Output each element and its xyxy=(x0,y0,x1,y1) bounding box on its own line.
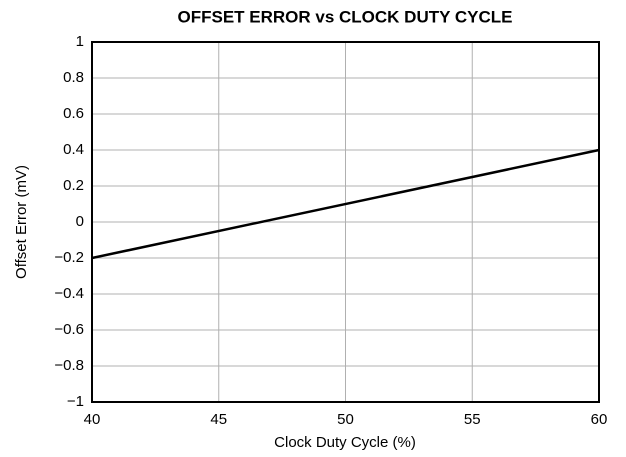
y-tick-label: 0 xyxy=(76,213,84,230)
x-tick-label: 40 xyxy=(84,411,101,428)
y-tick-label: −0.2 xyxy=(54,249,84,266)
x-tick-label: 60 xyxy=(591,411,608,428)
y-tick-label: 0.8 xyxy=(63,69,84,86)
y-tick-label: 1 xyxy=(76,33,84,50)
y-tick-label: 0.6 xyxy=(63,105,84,122)
x-tick-label: 45 xyxy=(210,411,227,428)
y-axis-label: Offset Error (mV) xyxy=(13,165,30,279)
y-tick-label: −1 xyxy=(67,393,84,410)
x-tick-label: 55 xyxy=(464,411,481,428)
x-axis-label: Clock Duty Cycle (%) xyxy=(274,434,416,451)
y-tick-label: −0.4 xyxy=(54,285,84,302)
y-tick-label: −0.8 xyxy=(54,357,84,374)
y-tick-label: 0.4 xyxy=(63,141,84,158)
x-tick-label: 50 xyxy=(337,411,354,428)
y-tick-label: −0.6 xyxy=(54,321,84,338)
data-line xyxy=(91,148,600,260)
plot-frame xyxy=(91,41,600,403)
y-tick-label: 0.2 xyxy=(63,177,84,194)
chart-title: OFFSET ERROR vs CLOCK DUTY CYCLE xyxy=(178,7,513,26)
